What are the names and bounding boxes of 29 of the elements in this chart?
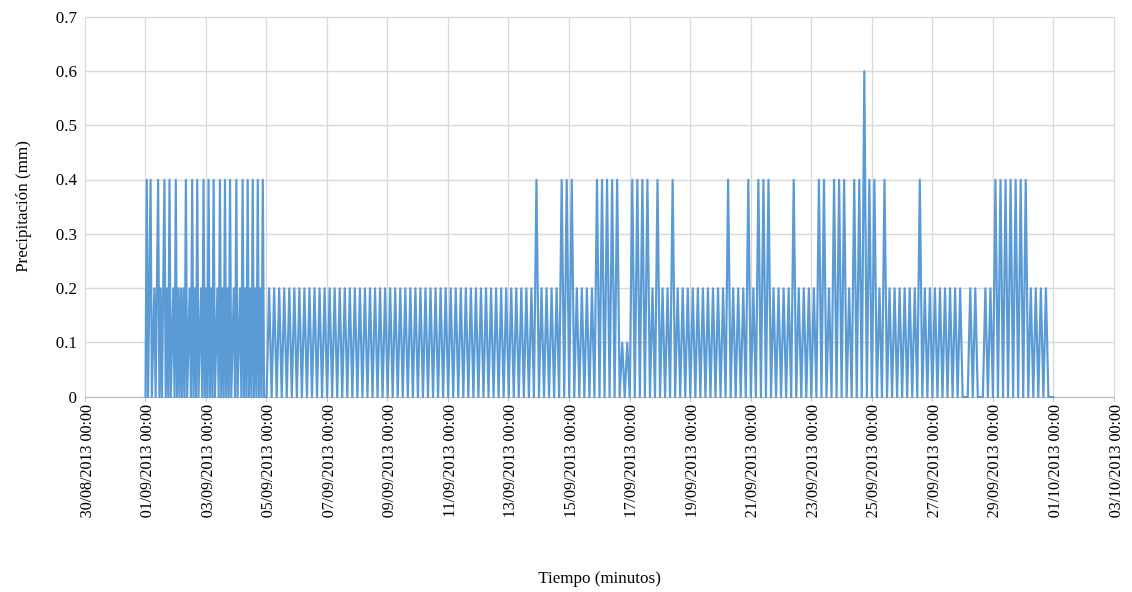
y-tick-label: 0.2 xyxy=(55,278,77,298)
x-tick-label: 25/09/2013 00:00 xyxy=(863,405,881,519)
x-tick-label: 05/09/2013 00:00 xyxy=(258,405,276,519)
y-tick-label: 0 xyxy=(68,387,77,407)
x-tick-label: 15/09/2013 00:00 xyxy=(560,405,578,519)
x-tick-label: 29/09/2013 00:00 xyxy=(984,405,1002,519)
y-axis-title: Precipitación (mm) xyxy=(12,141,31,273)
x-tick-label: 03/10/2013 00:00 xyxy=(1105,405,1123,519)
x-tick-label: 01/09/2013 00:00 xyxy=(137,405,155,519)
x-tick-label: 13/09/2013 00:00 xyxy=(500,405,518,519)
y-tick-label: 0.6 xyxy=(55,61,77,81)
x-tick-label: 21/09/2013 00:00 xyxy=(742,405,760,519)
y-tick-label: 0.1 xyxy=(55,333,77,353)
x-tick-label: 27/09/2013 00:00 xyxy=(923,405,941,519)
x-axis-title: Tiempo (minutos) xyxy=(538,568,661,587)
x-tick-label: 07/09/2013 00:00 xyxy=(318,405,336,519)
x-tick-label: 19/09/2013 00:00 xyxy=(681,405,699,519)
y-tick-label: 0.7 xyxy=(55,7,78,27)
x-tick-label: 01/10/2013 00:00 xyxy=(1044,405,1062,519)
x-tick-label: 11/09/2013 00:00 xyxy=(439,405,457,518)
x-tick-label: 17/09/2013 00:00 xyxy=(621,405,639,519)
y-tick-label: 0.4 xyxy=(55,170,78,190)
x-tick-label: 03/09/2013 00:00 xyxy=(197,405,215,519)
x-tick-label: 30/08/2013 00:00 xyxy=(76,405,94,519)
line-series xyxy=(144,70,1055,399)
x-tick-label: 23/09/2013 00:00 xyxy=(802,405,820,519)
y-tick-label: 0.3 xyxy=(55,224,77,244)
y-tick-label: 0.5 xyxy=(55,116,77,136)
x-tick-label: 09/09/2013 00:00 xyxy=(379,405,397,519)
